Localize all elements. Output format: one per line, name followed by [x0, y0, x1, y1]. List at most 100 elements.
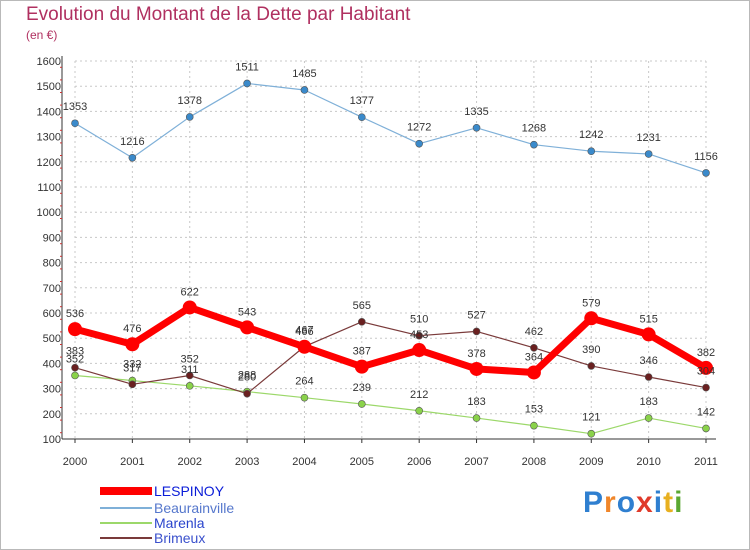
data-point — [644, 414, 653, 422]
data-label: 317 — [123, 362, 141, 374]
data-label: 352 — [181, 353, 199, 365]
data-point — [472, 414, 481, 422]
x-tick-label: 2004 — [292, 456, 316, 468]
data-label: 1353 — [63, 101, 87, 113]
y-tick-label: 1100 — [37, 182, 61, 194]
x-tick-label: 2009 — [579, 456, 603, 468]
data-label: 1242 — [579, 129, 603, 141]
x-tick-label: 2000 — [63, 456, 87, 468]
data-point — [297, 339, 312, 354]
legend-label: Marenla — [154, 515, 205, 531]
data-label: 1156 — [694, 151, 718, 163]
y-tick-label: 600 — [43, 308, 61, 320]
data-label: 304 — [697, 366, 715, 378]
data-point — [644, 373, 653, 381]
chart-title: Evolution du Montant de la Dette par Hab… — [26, 4, 411, 25]
data-point — [125, 337, 140, 352]
data-point — [128, 380, 137, 389]
y-tick-label: 100 — [43, 434, 61, 446]
series-line — [74, 321, 707, 395]
data-label: 1268 — [522, 123, 546, 135]
data-point — [185, 113, 194, 121]
data-point — [358, 113, 366, 121]
data-point — [415, 406, 423, 415]
x-tick-label: 2011 — [694, 456, 718, 468]
data-label: 280 — [238, 372, 256, 384]
data-label: 1216 — [120, 136, 144, 148]
data-label: 142 — [697, 406, 715, 418]
data-label: 183 — [467, 396, 485, 408]
logo-letter: r — [604, 486, 617, 519]
chart-unit-label: (en €) — [26, 28, 58, 42]
logo-letter: i — [674, 486, 684, 519]
data-label: 467 — [295, 325, 313, 337]
data-label: 212 — [410, 389, 428, 401]
data-label: 1485 — [292, 68, 316, 80]
data-label: 1377 — [350, 95, 374, 107]
data-point — [71, 371, 79, 380]
data-label: 346 — [639, 355, 657, 367]
data-point — [644, 150, 653, 158]
data-label: 382 — [697, 347, 715, 359]
data-point — [182, 300, 197, 315]
data-point — [128, 153, 137, 162]
y-tick-label: 500 — [43, 333, 61, 345]
data-label: 183 — [639, 396, 657, 408]
data-label: 239 — [353, 382, 371, 394]
x-tick-label: 2006 — [407, 456, 431, 468]
data-point — [530, 140, 538, 149]
data-label: 1272 — [407, 122, 431, 134]
data-label: 543 — [238, 306, 256, 318]
data-point — [71, 363, 79, 372]
series-line — [74, 374, 707, 435]
data-label: 121 — [582, 412, 600, 424]
logo-letter: x — [636, 486, 654, 519]
logo-letter: t — [663, 486, 675, 519]
legend-label: Brimeux — [154, 530, 205, 546]
data-point — [354, 359, 369, 374]
data-point — [587, 147, 596, 156]
data-point — [68, 322, 82, 337]
data-label: 153 — [525, 404, 543, 416]
data-point — [587, 429, 596, 438]
y-tick-label: 1300 — [37, 132, 61, 144]
y-tick-label: 1400 — [37, 106, 61, 118]
x-tick-label: 2007 — [464, 456, 488, 468]
data-point — [415, 331, 423, 340]
data-label: 510 — [410, 314, 428, 326]
data-point — [300, 393, 309, 402]
data-point — [243, 389, 251, 398]
y-tick-label: 400 — [43, 358, 61, 370]
data-label: 264 — [295, 376, 313, 388]
data-point — [185, 382, 194, 390]
data-point — [702, 383, 710, 392]
data-point — [699, 360, 713, 375]
data-point — [641, 327, 656, 342]
y-tick-label: 800 — [43, 258, 61, 270]
data-label: 579 — [582, 297, 600, 309]
data-point — [71, 119, 79, 128]
data-label: 565 — [353, 300, 371, 312]
y-tick-label: 700 — [43, 283, 61, 295]
data-point — [412, 343, 427, 358]
data-label: 527 — [467, 309, 485, 321]
data-label: 622 — [181, 286, 199, 298]
y-tick-label: 1500 — [37, 81, 61, 93]
y-tick-label: 900 — [43, 232, 61, 244]
logo-letter: P — [583, 486, 605, 519]
data-point — [472, 123, 481, 132]
logo-letter: i — [653, 486, 664, 519]
data-point — [358, 318, 366, 326]
data-label: 1335 — [464, 106, 488, 118]
y-tick-label: 1200 — [37, 157, 61, 169]
data-point — [702, 424, 710, 433]
data-label: 390 — [582, 344, 600, 356]
x-tick-label: 2010 — [636, 456, 660, 468]
data-label: 387 — [353, 346, 371, 358]
data-label: 378 — [467, 348, 485, 360]
data-point — [358, 400, 366, 408]
data-label: 466 — [295, 326, 313, 338]
x-tick-label: 2001 — [120, 456, 144, 468]
